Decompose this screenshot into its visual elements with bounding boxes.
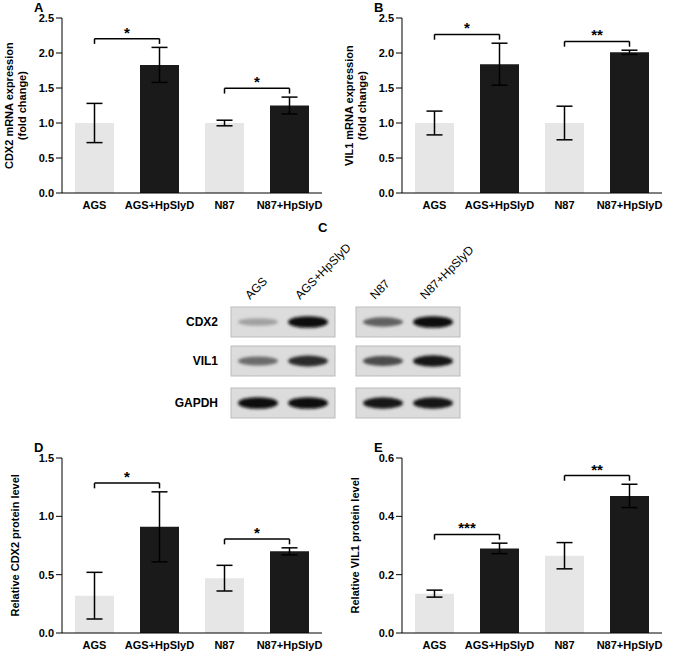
svg-text:2.5: 2.5 <box>39 12 54 24</box>
svg-text:*: * <box>124 468 130 485</box>
svg-text:0.6: 0.6 <box>379 452 394 464</box>
svg-text:1.5: 1.5 <box>379 82 394 94</box>
svg-text:2.0: 2.0 <box>379 47 394 59</box>
svg-text:1.0: 1.0 <box>379 117 394 129</box>
svg-text:*: * <box>254 73 260 90</box>
svg-text:N87: N87 <box>367 276 393 302</box>
svg-text:AGS: AGS <box>242 274 270 302</box>
html-text:CDX2 mRNA expression: CDX2 mRNA expression <box>2 42 15 169</box>
svg-text:0.0: 0.0 <box>379 627 394 639</box>
svg-text:AGS: AGS <box>83 199 107 211</box>
svg-text:N87: N87 <box>214 639 234 651</box>
svg-text:N87+HpSlyD: N87+HpSlyD <box>597 639 663 651</box>
svg-text:AGS: AGS <box>423 199 447 211</box>
svg-text:0.0: 0.0 <box>39 627 54 639</box>
svg-text:1.0: 1.0 <box>39 510 54 522</box>
svg-text:0.0: 0.0 <box>39 187 54 199</box>
svg-text:2.5: 2.5 <box>379 12 394 24</box>
html-text:E: E <box>374 440 383 455</box>
svg-text:AGS+HpSlyD: AGS+HpSlyD <box>292 240 354 302</box>
svg-text:GAPDH: GAPDH <box>175 396 218 410</box>
svg-text:2.0: 2.0 <box>39 47 54 59</box>
svg-text:0.5: 0.5 <box>379 152 394 164</box>
svg-text:N87+HpSlyD: N87+HpSlyD <box>597 199 663 211</box>
html-text:B: B <box>374 0 384 15</box>
html-text:(fold change): (fold change) <box>15 71 27 140</box>
svg-text:N87+HpSlyD: N87+HpSlyD <box>257 639 323 651</box>
svg-text:AGS+HpSlyD: AGS+HpSlyD <box>125 639 194 651</box>
svg-text:1.0: 1.0 <box>39 117 54 129</box>
svg-text:AGS+HpSlyD: AGS+HpSlyD <box>465 199 534 211</box>
svg-text:AGS+HpSlyD: AGS+HpSlyD <box>125 199 194 211</box>
html-text:A: A <box>34 0 44 15</box>
html-text:(fold change): (fold change) <box>355 71 367 140</box>
svg-text:0.2: 0.2 <box>379 569 394 581</box>
svg-text:*: * <box>124 24 130 41</box>
svg-text:*: * <box>464 19 470 36</box>
svg-text:1.5: 1.5 <box>39 452 54 464</box>
svg-text:0.5: 0.5 <box>39 569 54 581</box>
svg-text:***: *** <box>458 519 476 536</box>
svg-text:N87: N87 <box>554 199 574 211</box>
html-text:Relative VIL1 protein level: Relative VIL1 protein level <box>348 477 361 614</box>
svg-text:AGS: AGS <box>423 639 447 651</box>
svg-text:AGS+HpSlyD: AGS+HpSlyD <box>465 639 534 651</box>
html-text:Relative CDX2 protein level: Relative CDX2 protein level <box>8 474 21 617</box>
svg-text:AGS: AGS <box>83 639 107 651</box>
svg-text:**: ** <box>591 461 603 478</box>
svg-text:N87: N87 <box>554 639 574 651</box>
svg-text:0.4: 0.4 <box>379 510 395 522</box>
svg-text:N87+HpSlyD: N87+HpSlyD <box>417 243 476 302</box>
svg-text:VIL1: VIL1 <box>193 354 219 368</box>
html-text:D: D <box>34 440 44 455</box>
svg-text:N87: N87 <box>214 199 234 211</box>
html-text:VIL1 mRNA expression: VIL1 mRNA expression <box>342 45 355 166</box>
svg-text:CDX2: CDX2 <box>186 315 218 329</box>
svg-text:N87+HpSlyD: N87+HpSlyD <box>257 199 323 211</box>
svg-text:1.5: 1.5 <box>39 82 54 94</box>
svg-text:0.5: 0.5 <box>39 152 54 164</box>
svg-text:0.0: 0.0 <box>379 187 394 199</box>
svg-text:**: ** <box>591 26 603 43</box>
svg-text:C: C <box>318 220 328 235</box>
svg-text:*: * <box>254 524 260 541</box>
